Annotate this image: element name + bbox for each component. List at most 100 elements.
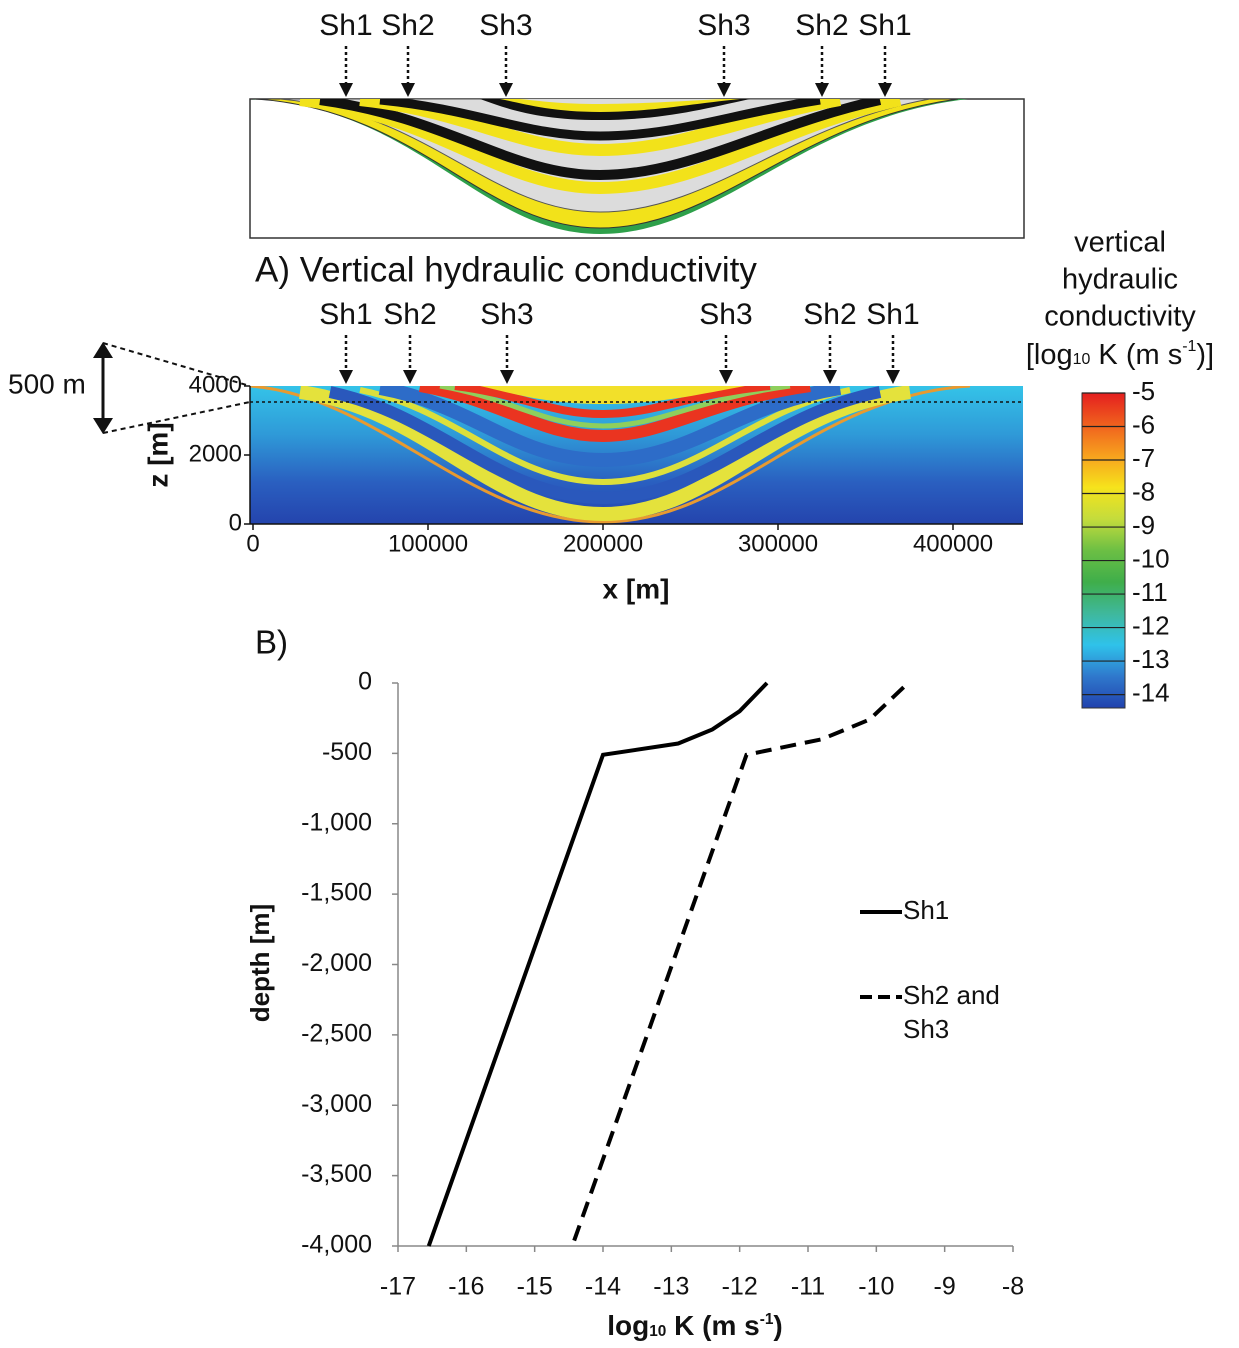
y-axis-label: z [m] [142, 422, 173, 487]
y-tick-label: -3,000 [301, 1090, 372, 1118]
colorbar-tick-label: -9 [1132, 510, 1155, 540]
layer-label: Sh2 [381, 9, 434, 42]
layer [299, 99, 902, 195]
colorbar [1081, 392, 1126, 709]
x-tick-label: -17 [380, 1273, 416, 1301]
panel-title: B) [255, 624, 288, 661]
y-tick-label: -2,000 [301, 949, 372, 977]
series-line [570, 685, 906, 1247]
colorbar-tick-label: -13 [1132, 644, 1170, 674]
y-tick-label: -2,500 [301, 1019, 372, 1047]
colorbar-tick-label: -8 [1132, 476, 1155, 506]
series-line [426, 681, 769, 1247]
colorbar-unit: [log10 K (m s-1)] [1026, 338, 1214, 370]
colorbar-unit-part: 10 [1073, 351, 1091, 368]
layer-label: Sh1 [319, 9, 372, 42]
zoom-line [102, 401, 251, 434]
layer [379, 99, 821, 141]
colorbar-tick-label: -11 [1132, 577, 1168, 607]
x-tick-label: -13 [653, 1273, 689, 1301]
pointer-arrow-head [878, 83, 892, 97]
pointer-arrow-head [500, 370, 514, 384]
pointer-arrow-head [403, 370, 417, 384]
x-axis-label-part: ) [773, 1310, 782, 1341]
colorbar-unit-part: K (m s [1090, 339, 1182, 371]
pointer-arrow-head [719, 370, 733, 384]
colorbar-tick-label: -6 [1132, 409, 1155, 439]
x-axis-label-part: 10 [649, 1323, 666, 1340]
pointer-arrow-head [886, 370, 900, 384]
layer-label: Sh2 [795, 9, 848, 42]
x-tick-label: 200000 [563, 530, 643, 557]
x-tick-label: -8 [1002, 1273, 1024, 1301]
y-tick-label: -1,000 [301, 808, 372, 836]
layer [359, 99, 842, 157]
colorbar-tick-label: -10 [1132, 543, 1170, 573]
layer [328, 386, 882, 505]
pointer-arrow-head [815, 83, 829, 97]
x-axis-label: log10 K (m s-1) [607, 1310, 783, 1341]
annotation: 500 m [8, 368, 86, 399]
x-axis-label-part: log [607, 1310, 649, 1341]
layer-label: Sh2 [803, 298, 856, 331]
layer-label: Sh1 [858, 9, 911, 42]
layer [319, 99, 882, 181]
colorbar-tick-label: -7 [1132, 443, 1155, 473]
x-tick-label: -10 [858, 1273, 894, 1301]
layer [418, 386, 811, 443]
layer-label: Sh1 [319, 298, 372, 331]
colorbar-tick-label: -5 [1132, 376, 1155, 406]
x-tick-label: -16 [448, 1273, 484, 1301]
colorbar-tick-label: -12 [1132, 610, 1170, 640]
conductivity-section [250, 386, 1023, 524]
pointer-arrow-head [339, 370, 353, 384]
layer [359, 387, 851, 486]
colorbar-title: hydraulic [1062, 264, 1178, 296]
colorbar-unit-part: )] [1196, 339, 1214, 371]
layer [378, 386, 842, 468]
layer-label: Sh1 [866, 298, 919, 331]
legend-label: Sh2 and Sh3 [903, 980, 1000, 1044]
colorbar-unit-part: -1 [1182, 338, 1196, 355]
y-tick-label: 0 [229, 509, 242, 536]
x-axis-label: x [m] [603, 573, 670, 604]
y-tick-label: -500 [322, 738, 372, 766]
layer [250, 386, 971, 524]
y-tick-label: 4000 [189, 371, 242, 398]
y-tick-label: -4,000 [301, 1231, 372, 1259]
x-tick-label: -14 [585, 1273, 621, 1301]
x-tick-label: -9 [934, 1273, 956, 1301]
y-tick-label: -1,500 [301, 879, 372, 907]
y-axis-label: depth [m] [245, 904, 275, 1022]
legend-label: Sh1 [903, 895, 949, 925]
zoom-line [102, 342, 251, 387]
pointer-arrow-head [339, 83, 353, 97]
pointer-arrow-head [717, 83, 731, 97]
x-axis-label-part: -1 [760, 1311, 774, 1328]
x-tick-label: 400000 [913, 530, 993, 557]
x-tick-label: -15 [517, 1273, 553, 1301]
layer [439, 386, 791, 429]
layer-label: Sh3 [699, 298, 752, 331]
panel-title: A) Vertical hydraulic conductivity [255, 250, 757, 289]
x-tick-label: 300000 [738, 530, 818, 557]
y-tick-label: 2000 [189, 440, 242, 467]
layer [454, 386, 771, 419]
colorbar-title: conductivity [1044, 301, 1196, 333]
y-tick-label: 0 [358, 668, 372, 696]
colorbar-unit-part: [log [1026, 339, 1073, 371]
layer [299, 386, 911, 522]
pointer-arrow-head [401, 83, 415, 97]
pointer-arrow-head [823, 370, 837, 384]
x-tick-label: 0 [246, 530, 259, 557]
colorbar-title: vertical [1074, 227, 1166, 259]
layer-label: Sh3 [480, 298, 533, 331]
x-tick-label: 100000 [388, 530, 468, 557]
layer [520, 99, 725, 104]
layer-label: Sh3 [697, 9, 750, 42]
schematic [249, 98, 1025, 239]
x-axis-label-part: K (m s [666, 1310, 759, 1341]
layer [480, 386, 745, 404]
